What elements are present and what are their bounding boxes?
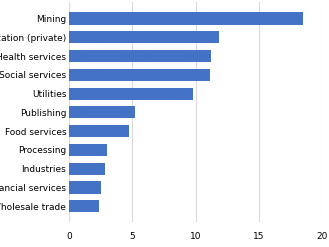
Bar (69, 200, 99, 212)
Bar (69, 163, 105, 175)
Bar (69, 181, 101, 194)
Bar (69, 87, 193, 100)
Bar (69, 106, 135, 119)
Bar (69, 144, 107, 156)
Bar (69, 50, 211, 62)
Bar (69, 12, 303, 25)
Bar (69, 69, 210, 81)
Bar (69, 31, 218, 43)
Bar (69, 125, 129, 137)
